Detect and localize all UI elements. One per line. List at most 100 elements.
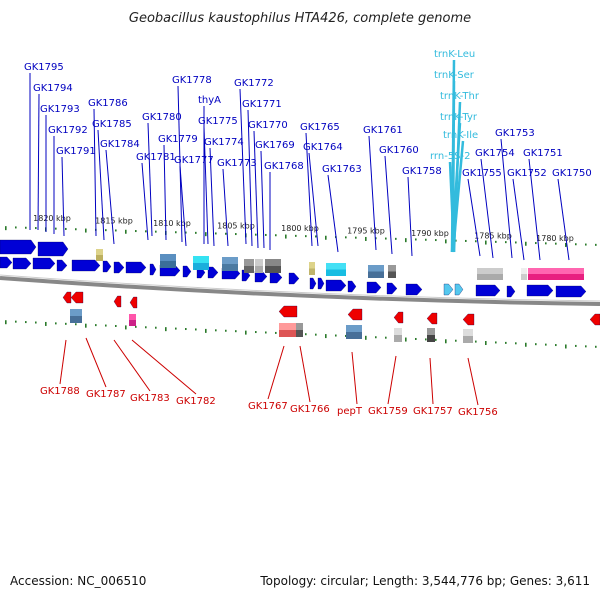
scale-tick-label: 1810 kbp — [153, 219, 191, 228]
scale-tick — [515, 342, 517, 345]
forward-gene-outer — [0, 239, 37, 255]
feature-box — [193, 256, 209, 263]
reverse-gene — [70, 291, 84, 304]
forward-gene-label: GK1785 — [92, 119, 132, 130]
scale-tick — [195, 328, 197, 331]
scale-tick — [85, 323, 87, 328]
reverse-label-leader — [85, 337, 107, 388]
scale-tick — [285, 234, 287, 239]
scale-tick — [205, 232, 207, 237]
reverse-gene — [278, 305, 298, 318]
reverse-gene — [462, 313, 475, 326]
gene-labels: GK1795 GK1794 GK1793 GK1792 GK1791 GK1786 GK17… — [24, 49, 592, 418]
forward-gene-inner — [405, 283, 423, 296]
scale-tick — [175, 231, 177, 234]
scale-tick — [95, 324, 97, 327]
scale-tick-label: 1820 kbp — [33, 214, 71, 223]
feature-box — [129, 320, 136, 326]
forward-gene-label: GK1794 — [33, 83, 73, 94]
forward-label-leader — [209, 147, 215, 247]
forward-gene-label: thyA — [198, 95, 221, 106]
forward-gene-label: GK1772 — [234, 78, 274, 89]
scale-tick — [115, 229, 117, 232]
scale-tick — [525, 342, 527, 347]
forward-label-leader — [384, 155, 393, 255]
scale-tick — [185, 231, 187, 234]
feature-box — [368, 265, 384, 272]
rna-label: trnK-Thr — [440, 91, 480, 102]
forward-label-leader — [528, 158, 541, 261]
forward-label-leader — [179, 165, 187, 247]
scale-tick — [445, 239, 447, 244]
forward-label-leader — [407, 176, 413, 257]
feature-box — [477, 274, 503, 280]
rna-label-leader — [448, 161, 456, 253]
tick-rows: 1820 kbp 1815 kbp 1810 kbp 1805 kbp 1800 kbp… — [5, 214, 597, 349]
forward-gene-inner — [317, 277, 325, 290]
scale-tick — [475, 340, 477, 343]
forward-gene-inner — [182, 265, 192, 278]
rna-feature — [443, 283, 454, 296]
scale-tick — [425, 238, 427, 241]
scale-tick — [15, 226, 17, 229]
feature-box — [388, 271, 396, 278]
scale-tick — [5, 320, 7, 325]
scale-tick — [565, 242, 567, 247]
scale-tick — [185, 328, 187, 331]
accession-text: Accession: NC_006510 — [10, 574, 146, 588]
forward-gene-inner — [125, 261, 147, 274]
scale-tick — [555, 242, 557, 245]
forward-label-leader — [253, 130, 259, 249]
feature-box — [346, 332, 362, 339]
scale-tick — [485, 240, 487, 245]
forward-gene-label: GK1750 — [552, 168, 592, 179]
reverse-gene-label: GK1787 — [86, 389, 126, 400]
genome-backbone — [0, 276, 600, 306]
forward-gene-label: GK1791 — [56, 146, 96, 157]
feature-box — [296, 323, 303, 330]
reverse-label-leader — [113, 339, 151, 392]
scale-tick — [305, 333, 307, 336]
scale-tick — [165, 327, 167, 332]
scale-tick — [565, 344, 567, 349]
feature-box — [528, 268, 584, 274]
scale-tick — [455, 239, 457, 242]
feature-box — [222, 257, 238, 264]
forward-gene-inner — [325, 279, 347, 292]
feature-box — [265, 259, 281, 266]
backbone-highlight — [0, 274, 600, 302]
feature-box — [70, 309, 82, 316]
reverse-label-leader — [429, 357, 434, 405]
forward-gene-label: GK1778 — [172, 75, 212, 86]
feature-box — [427, 335, 435, 342]
scale-tick — [115, 324, 117, 327]
feature-box — [463, 329, 473, 336]
scale-tick — [245, 330, 247, 335]
forward-label-leader — [368, 135, 377, 251]
reverse-gene — [393, 311, 404, 324]
label-leader-lines — [29, 59, 570, 406]
scale-tick-label: 1815 kbp — [95, 217, 133, 226]
scale-tick — [195, 231, 197, 234]
rna-label: trnK-Leu — [434, 49, 475, 60]
scale-tick — [415, 337, 417, 340]
scale-tick — [525, 241, 527, 246]
rna-label: rrn-5S-2 — [430, 151, 471, 162]
scale-tick-label: 1800 kbp — [281, 224, 319, 233]
reverse-gene-label: GK1767 — [248, 401, 288, 412]
feature-box — [96, 249, 103, 255]
forward-label-leader — [480, 158, 494, 259]
forward-gene-inner — [386, 282, 398, 295]
feature-box — [160, 261, 176, 268]
scale-tick — [365, 236, 367, 241]
scale-tick — [125, 229, 127, 234]
forward-gene-label: GK1760 — [379, 145, 419, 156]
feature-box — [70, 316, 82, 323]
scale-tick — [275, 234, 277, 237]
scale-tick — [265, 331, 267, 334]
feature-tracks — [0, 239, 600, 343]
forward-gene-label: GK1769 — [255, 140, 295, 151]
forward-label-leader — [327, 174, 339, 253]
reverse-label-leader — [351, 351, 358, 405]
forward-label-leader — [141, 162, 149, 241]
